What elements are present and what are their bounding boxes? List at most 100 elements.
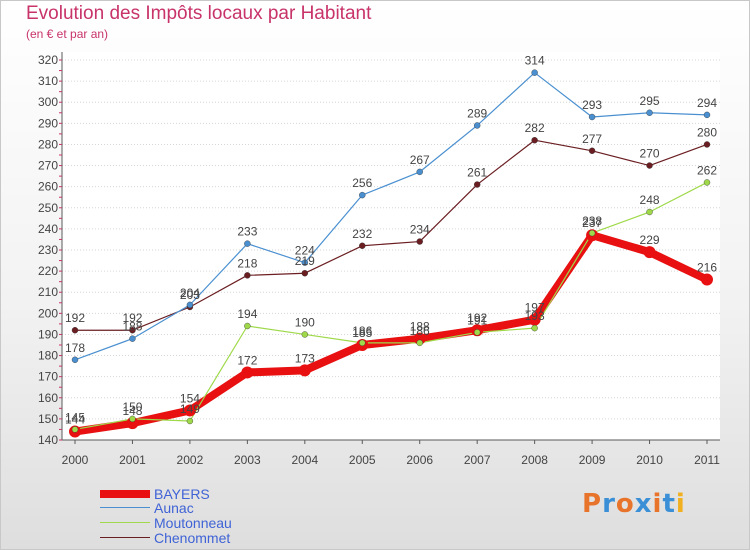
data-point-chenommet <box>703 141 711 148</box>
data-point-moutonneau <box>703 179 711 186</box>
y-tick-label: 230 <box>38 243 58 257</box>
logo-letter: t <box>662 489 676 519</box>
legend-swatch-moutonneau <box>100 522 150 523</box>
x-tick-label: 2010 <box>636 453 663 467</box>
data-label-moutonneau: 145 <box>65 410 85 424</box>
x-tick-label: 2000 <box>62 453 89 467</box>
data-point-bayers <box>413 332 426 345</box>
data-label-moutonneau: 186 <box>352 324 372 338</box>
data-label-moutonneau: 238 <box>582 214 602 228</box>
logo-letter: x <box>634 489 653 519</box>
y-tick-label: 140 <box>38 433 58 447</box>
data-point-moutonneau <box>588 229 596 237</box>
y-tick-label: 170 <box>38 370 58 384</box>
data-label-aunac: 314 <box>525 54 545 68</box>
data-label-bayers: 188 <box>410 320 430 334</box>
data-label-chenommet: 280 <box>697 125 717 139</box>
data-label-chenommet: 218 <box>237 256 257 270</box>
proxiti-logo: Proxiti <box>582 489 686 519</box>
data-point-moutonneau <box>416 339 423 347</box>
data-label-aunac: 295 <box>640 94 660 108</box>
data-point-aunac <box>71 356 79 363</box>
data-label-moutonneau: 248 <box>640 193 660 207</box>
data-label-bayers: 192 <box>467 311 487 325</box>
y-tick-label: 160 <box>38 391 58 405</box>
logo-letter: i <box>652 489 663 519</box>
data-point-bayers <box>126 417 139 430</box>
data-label-aunac: 224 <box>295 244 315 258</box>
data-label-bayers: 148 <box>122 404 142 418</box>
data-label-aunac: 256 <box>352 176 372 190</box>
legend-label-chenommet: Chenommet <box>154 530 231 546</box>
data-point-aunac <box>473 122 481 129</box>
y-tick-label: 270 <box>38 159 58 173</box>
data-point-moutonneau <box>531 324 538 332</box>
data-label-moutonneau: 191 <box>467 313 487 327</box>
data-label-aunac: 289 <box>467 106 487 120</box>
data-point-chenommet <box>588 147 596 154</box>
legend-label-aunac: Aunac <box>154 500 194 516</box>
data-label-bayers: 144 <box>65 413 85 427</box>
y-tick-label: 200 <box>38 306 58 320</box>
x-tick-label: 2004 <box>291 453 318 467</box>
data-point-moutonneau <box>129 415 136 423</box>
x-tick-label: 2003 <box>234 453 261 467</box>
data-point-moutonneau <box>646 208 653 216</box>
data-label-aunac: 178 <box>65 341 85 355</box>
data-label-bayers: 197 <box>525 301 545 315</box>
data-label-chenommet: 277 <box>582 132 602 146</box>
data-point-moutonneau <box>71 426 79 433</box>
data-point-bayers <box>241 366 254 379</box>
logo-letter: i <box>675 489 686 519</box>
y-tick-label: 210 <box>38 285 58 299</box>
data-label-chenommet: 270 <box>640 147 660 161</box>
logo-letter: r <box>602 489 616 519</box>
data-label-chenommet: 234 <box>410 223 430 237</box>
data-point-chenommet <box>416 238 423 245</box>
data-label-chenommet: 282 <box>525 121 545 135</box>
data-point-bayers <box>643 246 656 259</box>
x-tick-label: 2002 <box>177 453 204 467</box>
data-label-moutonneau: 193 <box>525 309 545 323</box>
data-point-moutonneau <box>244 322 251 330</box>
data-label-aunac: 233 <box>237 225 257 239</box>
data-point-aunac <box>588 113 596 121</box>
x-tick-label: 2009 <box>579 453 606 467</box>
y-tick-label: 220 <box>38 264 58 278</box>
series-line-aunac <box>74 72 708 361</box>
y-tick-label: 290 <box>38 116 58 130</box>
y-tick-label: 280 <box>38 137 58 151</box>
y-tick-label: 320 <box>38 53 58 67</box>
data-label-bayers: 237 <box>582 216 602 230</box>
data-label-aunac: 204 <box>180 286 200 300</box>
y-tick-label: 190 <box>38 327 58 341</box>
chart-title: Evolution des Impôts locaux par Habitant <box>26 3 372 24</box>
series-line-moutonneau <box>74 181 708 431</box>
chart-subtitle: (en € et par an) <box>26 27 109 41</box>
data-point-chenommet <box>531 137 538 144</box>
data-point-moutonneau <box>473 329 481 336</box>
data-label-chenommet: 192 <box>122 311 142 325</box>
x-tick-label: 2001 <box>119 453 146 467</box>
data-point-moutonneau <box>186 417 194 425</box>
data-point-bayers <box>528 313 541 326</box>
x-tick-label: 2008 <box>521 453 548 467</box>
data-point-chenommet <box>646 162 653 169</box>
data-label-chenommet: 261 <box>467 166 487 180</box>
data-label-chenommet: 203 <box>180 288 200 302</box>
data-label-chenommet: 192 <box>65 311 85 325</box>
data-point-bayers <box>183 404 196 417</box>
data-point-chenommet <box>473 181 481 188</box>
data-label-moutonneau: 149 <box>180 402 200 416</box>
data-label-moutonneau: 194 <box>237 307 257 321</box>
data-point-aunac <box>703 111 711 119</box>
y-tick-label: 150 <box>38 412 58 426</box>
plot-area <box>62 52 720 440</box>
data-label-moutonneau: 186 <box>410 324 430 338</box>
data-label-chenommet: 232 <box>352 227 372 241</box>
data-label-chenommet: 219 <box>295 254 315 268</box>
legend-swatch-aunac <box>100 507 150 508</box>
data-point-chenommet <box>129 327 136 334</box>
x-tick-label: 2011 <box>694 453 720 467</box>
data-point-moutonneau <box>359 339 366 347</box>
